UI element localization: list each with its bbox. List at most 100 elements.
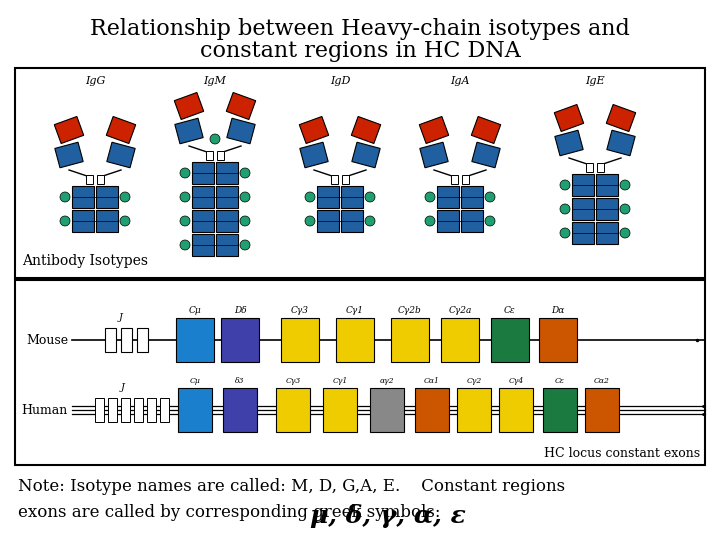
Bar: [462, 175, 469, 184]
Circle shape: [425, 192, 435, 202]
Bar: [341, 210, 363, 232]
Bar: [147, 398, 156, 422]
Circle shape: [365, 192, 375, 202]
Circle shape: [180, 216, 190, 226]
Bar: [95, 398, 104, 422]
Text: Dα: Dα: [552, 306, 564, 315]
Circle shape: [305, 192, 315, 202]
Text: IgG: IgG: [85, 76, 105, 86]
Bar: [539, 318, 577, 362]
Text: IgA: IgA: [450, 76, 469, 86]
Bar: [441, 318, 479, 362]
Bar: [15, 68, 705, 278]
Circle shape: [240, 240, 250, 250]
Text: HC locus constant exons: HC locus constant exons: [544, 447, 700, 460]
Text: Relationship between Heavy-chain isotypes and: Relationship between Heavy-chain isotype…: [90, 18, 630, 40]
Bar: [96, 210, 118, 232]
Circle shape: [425, 216, 435, 226]
Bar: [105, 328, 116, 352]
Text: constant regions in HC DNA: constant regions in HC DNA: [199, 40, 521, 62]
Text: Cε: Cε: [555, 377, 565, 385]
Bar: [391, 318, 429, 362]
Text: Cα2: Cα2: [594, 377, 610, 385]
Bar: [323, 388, 357, 432]
Bar: [419, 117, 449, 144]
Text: Cμ: Cμ: [189, 377, 200, 385]
Bar: [72, 210, 94, 232]
Text: J: J: [121, 383, 125, 392]
Bar: [596, 198, 618, 220]
Bar: [572, 222, 594, 244]
Bar: [370, 388, 404, 432]
Bar: [54, 117, 84, 144]
Bar: [596, 222, 618, 244]
Text: IgD: IgD: [330, 76, 350, 86]
Bar: [597, 163, 604, 172]
Bar: [317, 186, 339, 208]
Bar: [499, 388, 533, 432]
Bar: [607, 130, 635, 156]
Circle shape: [485, 192, 495, 202]
Bar: [216, 162, 238, 184]
Bar: [176, 318, 214, 362]
Bar: [216, 186, 238, 208]
Circle shape: [120, 192, 130, 202]
Bar: [317, 210, 339, 232]
Text: Cγ3: Cγ3: [285, 377, 301, 385]
Text: Antibody Isotypes: Antibody Isotypes: [22, 254, 148, 268]
Circle shape: [620, 204, 630, 214]
Bar: [192, 234, 214, 256]
Bar: [72, 186, 94, 208]
Bar: [217, 151, 224, 160]
Circle shape: [620, 228, 630, 238]
Text: Cε: Cε: [504, 306, 516, 315]
Bar: [192, 186, 214, 208]
Text: J: J: [119, 313, 123, 322]
Text: αγ2: αγ2: [379, 377, 395, 385]
Text: Cγ3: Cγ3: [291, 306, 309, 315]
Text: exons are called by corresponding greek symbols:: exons are called by corresponding greek …: [18, 504, 446, 521]
Bar: [107, 142, 135, 168]
Bar: [276, 388, 310, 432]
Text: Note: Isotype names are called: M, D, G,A, E.    Constant regions: Note: Isotype names are called: M, D, G,…: [18, 478, 565, 495]
Text: Cγ2b: Cγ2b: [398, 306, 422, 315]
Circle shape: [485, 216, 495, 226]
Bar: [226, 92, 256, 119]
Bar: [281, 318, 319, 362]
Bar: [174, 92, 204, 119]
Circle shape: [210, 134, 220, 144]
Bar: [606, 105, 636, 132]
Circle shape: [120, 216, 130, 226]
Bar: [437, 210, 459, 232]
Text: Cγ2: Cγ2: [467, 377, 482, 385]
Bar: [192, 162, 214, 184]
Bar: [457, 388, 491, 432]
Bar: [137, 328, 148, 352]
Bar: [97, 175, 104, 184]
Bar: [86, 175, 93, 184]
Bar: [491, 318, 529, 362]
Bar: [555, 130, 583, 156]
Bar: [554, 105, 584, 132]
Text: Mouse: Mouse: [26, 334, 68, 347]
Bar: [223, 388, 257, 432]
Bar: [352, 142, 380, 168]
Bar: [134, 398, 143, 422]
Bar: [55, 142, 84, 168]
Circle shape: [180, 240, 190, 250]
Bar: [216, 210, 238, 232]
Circle shape: [560, 228, 570, 238]
Bar: [572, 174, 594, 196]
Bar: [160, 398, 169, 422]
Text: IgE: IgE: [585, 76, 605, 86]
Circle shape: [240, 216, 250, 226]
Bar: [572, 198, 594, 220]
Bar: [216, 234, 238, 256]
Text: Dδ: Dδ: [234, 306, 246, 315]
Bar: [586, 163, 593, 172]
Text: Cμ: Cμ: [189, 306, 202, 315]
Bar: [227, 118, 255, 144]
Text: Cα1: Cα1: [424, 377, 440, 385]
Circle shape: [60, 192, 70, 202]
Text: Cγ1: Cγ1: [346, 306, 364, 315]
